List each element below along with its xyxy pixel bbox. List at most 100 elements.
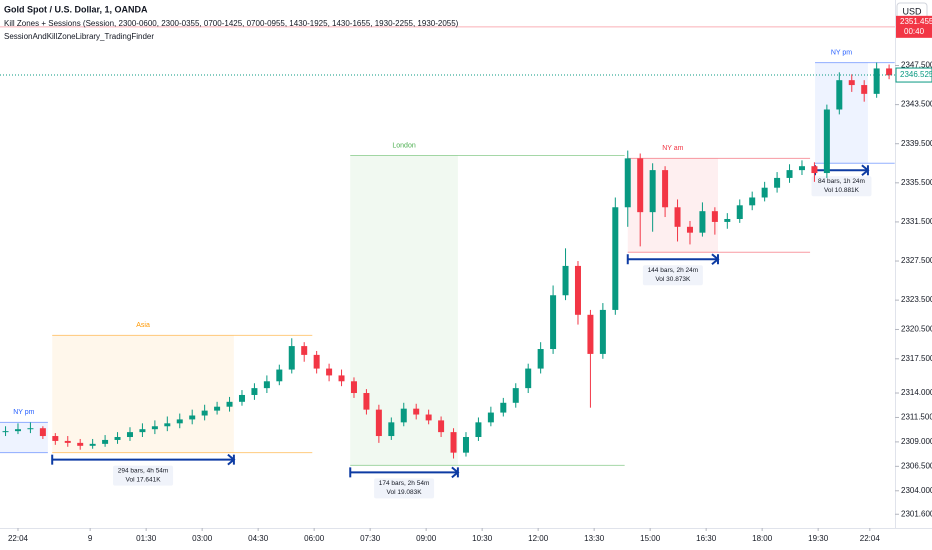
y-tick-label: 2306.500 (901, 461, 932, 470)
x-tick-label: 18:00 (752, 534, 773, 543)
y-tick-label: 2309.000 (901, 437, 932, 446)
candle-body (301, 346, 308, 355)
candle-body (338, 375, 345, 382)
measure-vol: Vol 17.641K (126, 476, 162, 483)
candle-body (599, 309, 606, 354)
candle-body (736, 205, 743, 219)
candle-body (798, 166, 805, 171)
candle-body (276, 369, 283, 382)
y-tick-label: 2320.500 (901, 325, 932, 334)
alert-label-bg (896, 15, 932, 38)
x-tick-label: 13:30 (584, 534, 605, 543)
candle-body (487, 412, 494, 423)
candle-body (886, 68, 893, 76)
candle-body (77, 442, 84, 446)
alert-timer: 00:40 (904, 27, 925, 36)
candle-body (662, 170, 669, 208)
candle-body (425, 414, 432, 421)
candle-body (823, 109, 830, 174)
candle-body (375, 409, 382, 437)
candle-body (27, 428, 34, 430)
candle-body (475, 422, 482, 438)
candle-body (724, 218, 731, 222)
candle-body (189, 415, 196, 420)
session-box (815, 62, 868, 164)
x-tick-label: 22:04 (8, 534, 29, 543)
y-tick-label: 2314.000 (901, 388, 932, 397)
candle-body (674, 207, 681, 227)
candle-body (512, 388, 519, 403)
x-tick-label: 10:30 (472, 534, 493, 543)
candle-body (873, 68, 880, 94)
candle-body (350, 381, 357, 394)
candle-body (288, 346, 295, 370)
candle-body (52, 436, 59, 441)
measure-box (811, 176, 872, 197)
x-tick-label: 06:00 (304, 534, 325, 543)
measure-bars: 144 bars, 2h 24m (648, 267, 699, 274)
candle-body (263, 381, 270, 389)
candle-body (637, 158, 644, 213)
symbol-title: Gold Spot / U.S. Dollar, 1, OANDA (4, 4, 148, 14)
currency[interactable]: USD (902, 6, 922, 16)
x-tick-label: 9 (88, 534, 93, 543)
y-tick-label: 2311.500 (901, 413, 932, 422)
measure-box (113, 465, 174, 486)
library-title: SessionAndKillZoneLibrary_TradingFinder (4, 32, 154, 41)
session-name: NY pm (831, 49, 852, 56)
y-tick-label: 2317.500 (901, 354, 932, 363)
candle-body (450, 432, 457, 453)
candle-body (114, 437, 121, 440)
measure-bars: 174 bars, 2h 54m (379, 480, 430, 487)
candle-body (550, 295, 557, 350)
measure-box (642, 265, 703, 286)
candle-body (400, 408, 407, 423)
candle-body (861, 85, 868, 94)
candle-body (139, 429, 146, 433)
candle-body (388, 422, 395, 437)
candle-body (313, 354, 320, 369)
x-tick-label: 03:00 (192, 534, 213, 543)
candle-body (612, 207, 619, 310)
candle-body (649, 170, 656, 213)
candle-body (624, 158, 631, 208)
candle-body (214, 406, 221, 411)
candle-body (786, 170, 793, 178)
candle-body (251, 388, 258, 395)
candle-body (562, 265, 569, 296)
session-name: London (392, 142, 415, 149)
x-tick-label: 12:00 (528, 534, 549, 543)
candle-body (761, 187, 768, 198)
y-tick-label: 2331.500 (901, 217, 932, 226)
candle-body (462, 437, 469, 453)
measure-box (374, 478, 435, 499)
last-price-bg (895, 67, 932, 83)
candle-body (39, 428, 46, 437)
candle-body (14, 429, 21, 432)
candle-body (164, 423, 171, 427)
y-tick-label: 2323.500 (901, 295, 932, 304)
session-box (0, 422, 48, 453)
plot: NY pm Asia 294 bars, 4h 54m Vol 17.641K Lond… (0, 26, 895, 499)
session-name: Asia (136, 322, 150, 329)
candle-body (151, 426, 158, 430)
candle-body (64, 440, 71, 443)
candle-body (363, 393, 370, 410)
x-tick-label: 01:30 (136, 534, 157, 543)
y-tick-label: 2335.500 (901, 178, 932, 187)
candle-body (686, 226, 693, 233)
x-tick-label: 16:30 (696, 534, 717, 543)
candle-body (89, 443, 96, 446)
candle-body (811, 166, 818, 174)
candle-body (500, 402, 507, 413)
x-tick-label: 22:04 (860, 534, 881, 543)
measure-vol: Vol 10.881K (824, 187, 860, 194)
candle-body (238, 394, 245, 402)
candle-body (176, 419, 183, 424)
x-tick-label: 19:30 (808, 534, 829, 543)
candle-body (438, 420, 445, 433)
session-name: NY am (662, 145, 683, 152)
candle-body (848, 80, 855, 86)
